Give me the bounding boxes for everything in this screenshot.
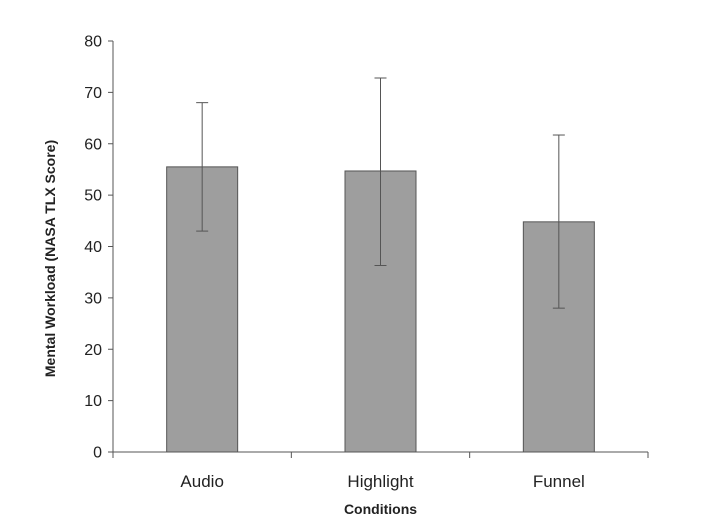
- y-axis-ticks: 0 10 20 30 40 50 60 70 80: [84, 34, 113, 462]
- x-tick-label-highlight: Highlight: [347, 472, 413, 491]
- plot-area: [166, 77, 595, 453]
- error-bar-highlight: [374, 77, 387, 267]
- x-axis-ticks: Audio Highlight Funnel: [112, 452, 649, 491]
- y-tick-label: 80: [84, 34, 102, 51]
- x-tick-label-funnel: Funnel: [533, 472, 585, 491]
- y-tick-label: 60: [84, 136, 102, 153]
- x-axis-title: Conditions: [344, 501, 417, 517]
- y-tick-label: 30: [84, 290, 102, 307]
- y-tick-label: 10: [84, 393, 102, 410]
- y-axis-title: Mental Workload (NASA TLX Score): [42, 140, 58, 377]
- y-tick-label: 20: [84, 342, 102, 359]
- x-tick-label-audio: Audio: [180, 472, 223, 491]
- y-tick-label: 70: [84, 85, 102, 102]
- error-bar-funnel: [552, 134, 565, 309]
- y-tick-label: 50: [84, 188, 102, 205]
- y-tick-label: 40: [84, 239, 102, 256]
- y-tick-label: 0: [93, 445, 102, 462]
- error-bar-audio: [196, 102, 209, 232]
